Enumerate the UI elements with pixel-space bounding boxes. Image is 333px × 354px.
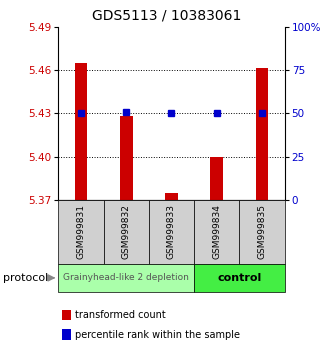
Bar	[256, 68, 268, 200]
Text: Grainyhead-like 2 depletion: Grainyhead-like 2 depletion	[63, 273, 189, 282]
Text: protocol: protocol	[3, 273, 49, 283]
Bar	[120, 116, 133, 200]
Text: GSM999832: GSM999832	[122, 204, 131, 259]
Bar	[75, 63, 87, 200]
Text: GSM999831: GSM999831	[76, 204, 86, 259]
Text: percentile rank within the sample: percentile rank within the sample	[75, 330, 240, 339]
Text: GDS5113 / 10383061: GDS5113 / 10383061	[92, 9, 241, 23]
Text: control: control	[217, 273, 261, 283]
Text: GSM999835: GSM999835	[257, 204, 267, 259]
Text: GSM999833: GSM999833	[167, 204, 176, 259]
Text: GSM999834: GSM999834	[212, 204, 221, 259]
Bar	[210, 156, 223, 200]
Text: transformed count: transformed count	[75, 310, 166, 320]
Bar	[165, 193, 178, 200]
